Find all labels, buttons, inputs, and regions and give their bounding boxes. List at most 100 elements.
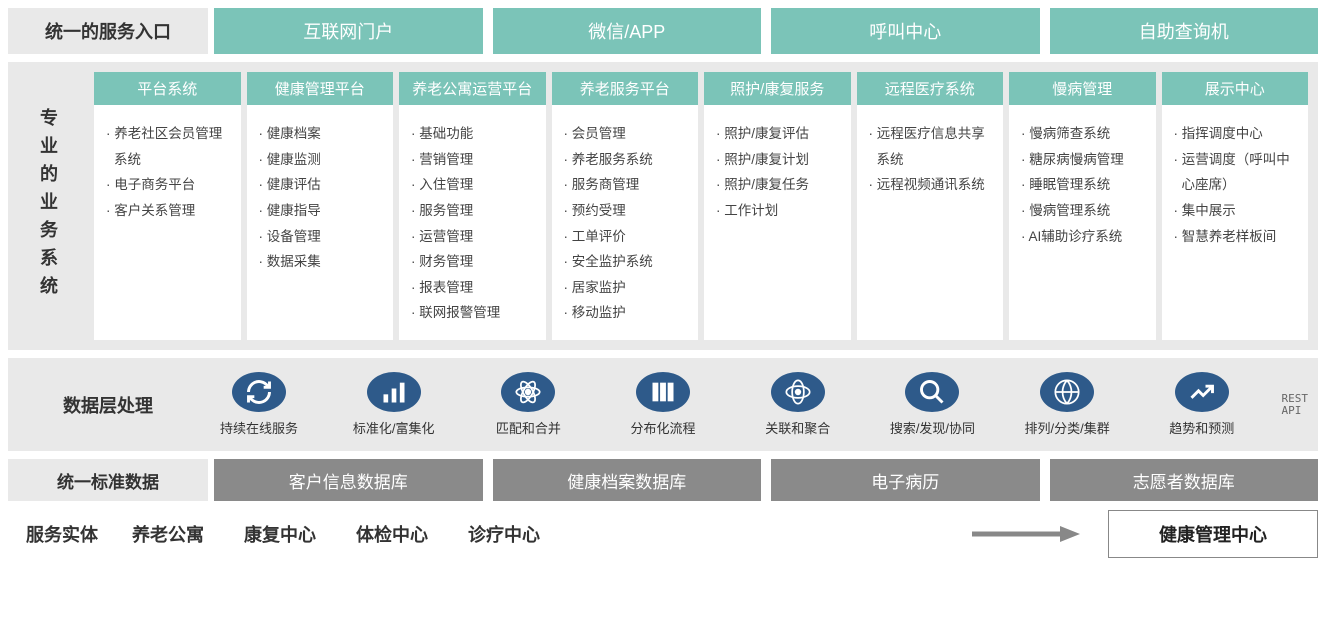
- row3-label: 数据层处理: [18, 392, 198, 418]
- column-item: 工单评价: [568, 224, 691, 250]
- business-column: 养老公寓运营平台基础功能营销管理入住管理服务管理运营管理财务管理报表管理联网报警…: [399, 72, 546, 340]
- column-item: 工作计划: [720, 198, 843, 224]
- db-item: 志愿者数据库: [1050, 459, 1319, 501]
- db-group: 客户信息数据库 健康档案数据库 电子病历 志愿者数据库: [214, 459, 1318, 501]
- arrow-icon: [972, 524, 1082, 544]
- data-layer-label: 分布化流程: [631, 418, 696, 437]
- column-head: 平台系统: [94, 72, 241, 105]
- data-layer-label: 匹配和合并: [496, 418, 561, 437]
- data-layer-item: 排列/分类/集群: [1012, 372, 1122, 437]
- column-item: 慢病筛查系统: [1025, 121, 1148, 147]
- entity-item: 诊疗中心: [468, 521, 540, 547]
- column-item: 健康监测: [263, 147, 386, 173]
- atom-icon: [501, 372, 555, 412]
- service-entity-row: 服务实体 养老公寓 康复中心 体检中心 诊疗中心 健康管理中心: [8, 509, 1318, 559]
- column-item: 养老社区会员管理系统: [110, 121, 233, 172]
- column-item: 指挥调度中心: [1178, 121, 1301, 147]
- business-column: 健康管理平台健康档案健康监测健康评估健康指导设备管理数据采集: [247, 72, 394, 340]
- column-item: 集中展示: [1178, 198, 1301, 224]
- column-body: 会员管理养老服务系统服务商管理预约受理工单评价安全监护系统居家监护移动监护: [552, 111, 699, 340]
- column-head: 养老公寓运营平台: [399, 72, 546, 105]
- column-item: 健康指导: [263, 198, 386, 224]
- business-columns: 平台系统养老社区会员管理系统电子商务平台客户关系管理健康管理平台健康档案健康监测…: [88, 62, 1318, 350]
- portal-item: 呼叫中心: [771, 8, 1040, 54]
- data-layer-item: 匹配和合并: [473, 372, 583, 437]
- business-column: 养老服务平台会员管理养老服务系统服务商管理预约受理工单评价安全监护系统居家监护移…: [552, 72, 699, 340]
- business-column: 远程医疗系统远程医疗信息共享系统远程视频通讯系统: [857, 72, 1004, 340]
- db-item: 客户信息数据库: [214, 459, 483, 501]
- db-item: 健康档案数据库: [493, 459, 762, 501]
- business-column: 展示中心指挥调度中心运营调度（呼叫中心座席）集中展示智慧养老样板间: [1162, 72, 1309, 340]
- column-item: 服务管理: [415, 198, 538, 224]
- column-item: 数据采集: [263, 249, 386, 275]
- column-item: 移动监护: [568, 300, 691, 326]
- standard-data-row: 统一标准数据 客户信息数据库 健康档案数据库 电子病历 志愿者数据库: [8, 459, 1318, 501]
- column-item: 居家监护: [568, 275, 691, 301]
- row4-label: 统一标准数据: [8, 459, 208, 501]
- column-item: 服务商管理: [568, 172, 691, 198]
- data-layer-label: 趋势和预测: [1169, 418, 1234, 437]
- column-item: 运营调度（呼叫中心座席）: [1178, 147, 1301, 198]
- column-item: 会员管理: [568, 121, 691, 147]
- portal-item: 互联网门户: [214, 8, 483, 54]
- column-item: 联网报警管理: [415, 300, 538, 326]
- data-layer-item: 分布化流程: [608, 372, 718, 437]
- column-item: 电子商务平台: [110, 172, 233, 198]
- column-item: 糖尿病慢病管理: [1025, 147, 1148, 173]
- column-head: 养老服务平台: [552, 72, 699, 105]
- service-portal-row: 统一的服务入口 互联网门户 微信/APP 呼叫中心 自助查询机: [8, 8, 1318, 54]
- column-body: 养老社区会员管理系统电子商务平台客户关系管理: [94, 111, 241, 238]
- row1-label: 统一的服务入口: [8, 8, 208, 54]
- column-item: 财务管理: [415, 249, 538, 275]
- data-layer-label: 关联和聚合: [765, 418, 830, 437]
- row5-label: 服务实体: [8, 521, 116, 547]
- column-item: 远程医疗信息共享系统: [873, 121, 996, 172]
- data-layer-row: 数据层处理 持续在线服务标准化/富集化 匹配和合并 分布化流程 关联和聚合 搜索/发现/…: [8, 358, 1318, 451]
- column-body: 健康档案健康监测健康评估健康指导设备管理数据采集: [247, 111, 394, 289]
- data-layer-item: 持续在线服务: [204, 372, 314, 437]
- column-item: 入住管理: [415, 172, 538, 198]
- column-item: 照护/康复任务: [720, 172, 843, 198]
- row2-label: 专业的业务系统: [8, 62, 88, 350]
- column-item: 照护/康复评估: [720, 121, 843, 147]
- column-item: 智慧养老样板间: [1178, 224, 1301, 250]
- data-layer-item: 搜索/发现/协同: [877, 372, 987, 437]
- business-systems-row: 专业的业务系统 平台系统养老社区会员管理系统电子商务平台客户关系管理健康管理平台…: [8, 62, 1318, 350]
- portal-item: 自助查询机: [1050, 8, 1319, 54]
- column-body: 指挥调度中心运营调度（呼叫中心座席）集中展示智慧养老样板间: [1162, 111, 1309, 263]
- column-head: 展示中心: [1162, 72, 1309, 105]
- trend-icon: [1175, 372, 1229, 412]
- data-layer-item: 关联和聚合: [743, 372, 853, 437]
- column-item: 养老服务系统: [568, 147, 691, 173]
- column-body: 远程医疗信息共享系统远程视频通讯系统: [857, 111, 1004, 212]
- entity-item: 康复中心: [244, 521, 316, 547]
- column-head: 健康管理平台: [247, 72, 394, 105]
- globe-icon: [1040, 372, 1094, 412]
- column-item: 慢病管理系统: [1025, 198, 1148, 224]
- data-layer-item: 趋势和预测: [1147, 372, 1257, 437]
- column-body: 照护/康复评估照护/康复计划照护/康复任务工作计划: [704, 111, 851, 238]
- column-item: 照护/康复计划: [720, 147, 843, 173]
- column-body: 基础功能营销管理入住管理服务管理运营管理财务管理报表管理联网报警管理: [399, 111, 546, 340]
- portal-item: 微信/APP: [493, 8, 762, 54]
- column-item: 远程视频通讯系统: [873, 172, 996, 198]
- column-item: 安全监护系统: [568, 249, 691, 275]
- column-item: 健康档案: [263, 121, 386, 147]
- column-item: 报表管理: [415, 275, 538, 301]
- link-icon: [771, 372, 825, 412]
- column-body: 慢病筛查系统糖尿病慢病管理睡眠管理系统慢病管理系统AI辅助诊疗系统: [1009, 111, 1156, 263]
- bars-icon: [367, 372, 421, 412]
- business-column: 慢病管理慢病筛查系统糖尿病慢病管理睡眠管理系统慢病管理系统AI辅助诊疗系统: [1009, 72, 1156, 340]
- data-layer-item: 标准化/富集化: [339, 372, 449, 437]
- data-layer-label: 标准化/富集化: [353, 418, 435, 437]
- column-head: 远程医疗系统: [857, 72, 1004, 105]
- column-item: 设备管理: [263, 224, 386, 250]
- entity-item: 养老公寓: [132, 521, 204, 547]
- column-item: 运营管理: [415, 224, 538, 250]
- business-column: 平台系统养老社区会员管理系统电子商务平台客户关系管理: [94, 72, 241, 340]
- grid-icon: [636, 372, 690, 412]
- column-head: 照护/康复服务: [704, 72, 851, 105]
- column-item: 客户关系管理: [110, 198, 233, 224]
- column-item: 营销管理: [415, 147, 538, 173]
- portal-group: 互联网门户 微信/APP 呼叫中心 自助查询机: [214, 8, 1318, 54]
